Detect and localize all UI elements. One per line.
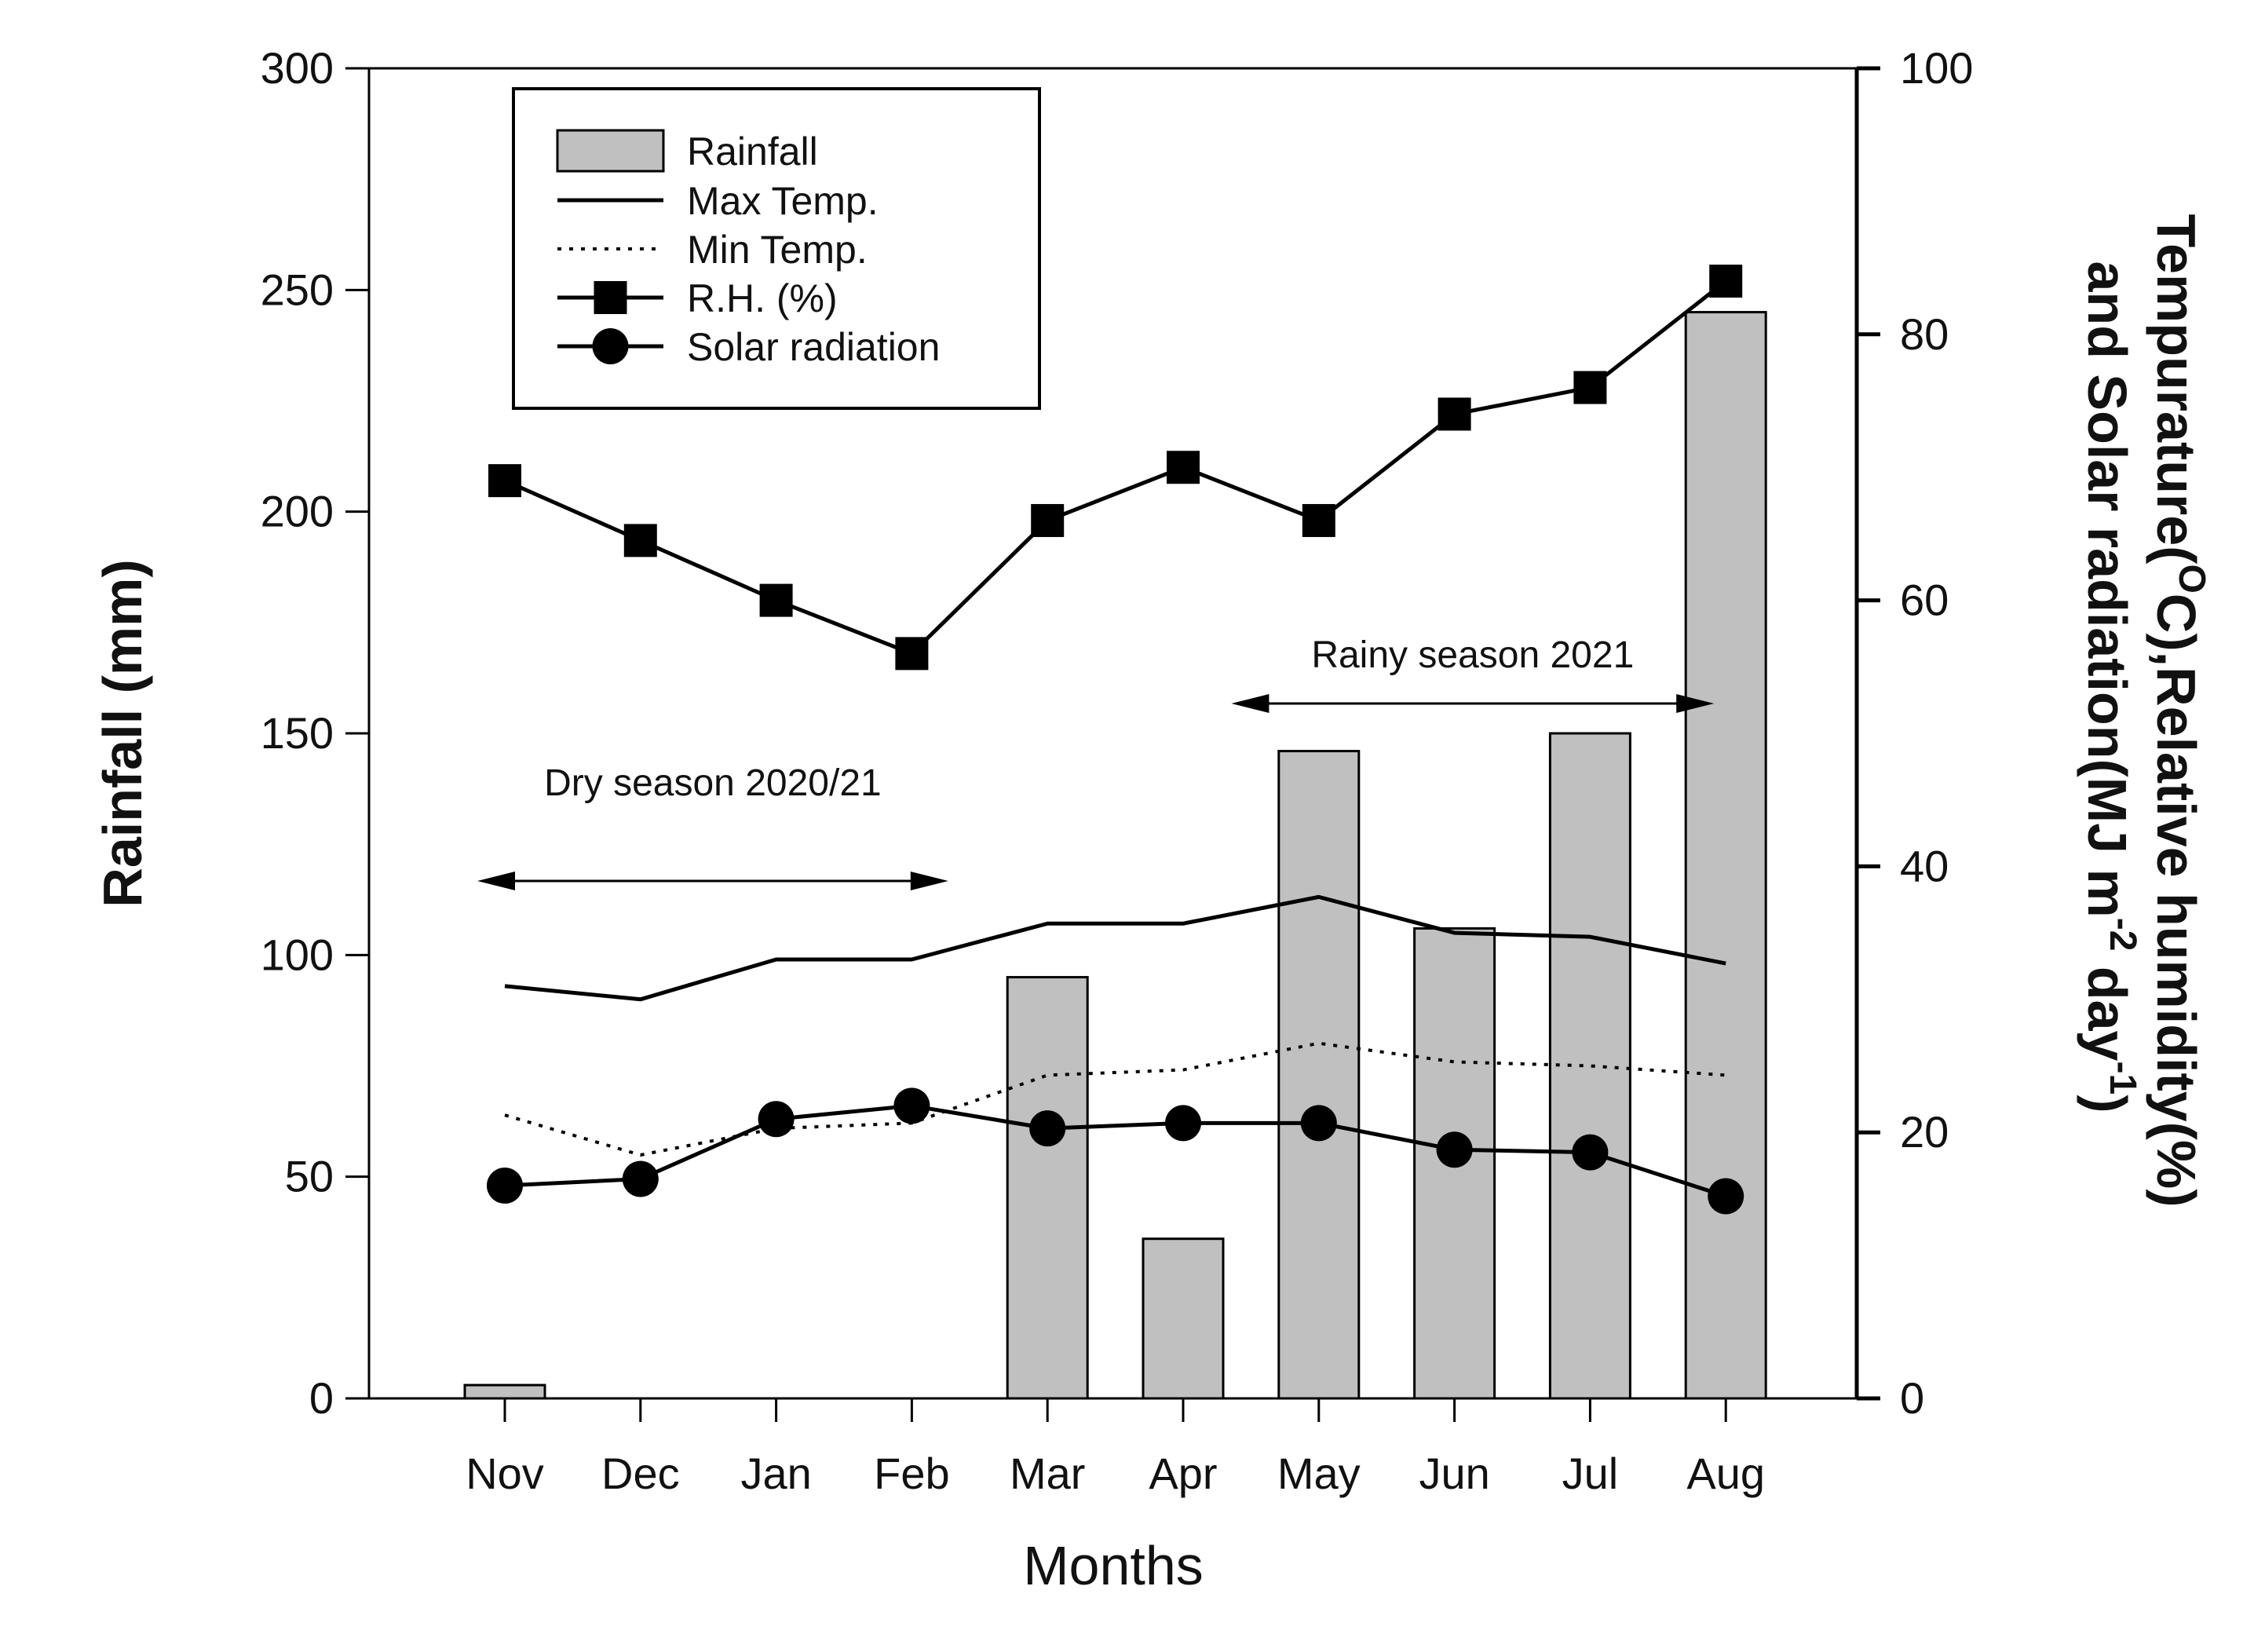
r-h-marker-apr: [1167, 451, 1200, 484]
x-tick-label-nov: Nov: [466, 1449, 544, 1498]
max-temp-line: [504, 894, 1726, 1002]
season-0-label: Dry season 2020/21: [544, 762, 882, 804]
solar-radiation-marker-jun: [1436, 1131, 1473, 1168]
legend-marker-solar-radiation: [592, 328, 629, 364]
r-h-marker-jan: [759, 583, 793, 617]
solar-radiation-marker-nov: [487, 1167, 523, 1204]
legend-marker-r-h: [594, 281, 627, 314]
r-h-marker-aug: [1709, 265, 1743, 298]
season-1-label: Rainy season 2021: [1311, 634, 1634, 676]
rainfall-bar-apr: [1142, 1237, 1225, 1400]
r-h-marker-jun: [1438, 397, 1471, 431]
y2-axis-title-line1: Tempurature(OC),Relative humidity(%): [2146, 214, 2212, 1207]
legend-label-max-temp: Max Temp.: [687, 179, 879, 223]
axes: 0 50 100 150 200 250 300 0 20 40 60 80 100 Nov Dec Jan F…: [261, 43, 1974, 1498]
solar-radiation-marker-mar: [1029, 1110, 1066, 1147]
legend-label-r-h: R.H. (%): [687, 276, 838, 320]
r-h-marker-mar: [1031, 503, 1065, 537]
x-tick-label-jan: Jan: [740, 1449, 811, 1498]
legend-label-min-temp: Min Temp.: [687, 228, 868, 272]
rainfall-bar-jul: [1548, 732, 1631, 1400]
min-temp-line: [504, 1041, 1726, 1157]
left-tick-label-300: 300: [261, 43, 334, 93]
season-0-arrow-head-right: [910, 872, 948, 890]
left-tick-label-0: 0: [309, 1373, 334, 1423]
legend-label-rainfall: Rainfall: [687, 130, 818, 174]
x-tick-label-may: May: [1277, 1449, 1361, 1498]
solar-radiation-marker-may: [1300, 1105, 1337, 1142]
left-tick-label-100: 100: [261, 930, 334, 979]
season-annotations: Dry season 2020/21 Rainy season 2021: [477, 634, 1715, 890]
x-tick-label-aug: Aug: [1686, 1449, 1765, 1498]
season-1-arrow-head-left: [1231, 694, 1269, 713]
r-h-marker-nov: [488, 464, 521, 498]
season-0-arrow-head-left: [477, 872, 515, 890]
r-h-marker-feb: [895, 637, 929, 671]
x-tick-label-mar: Mar: [1010, 1449, 1085, 1498]
y-axis-title: Rainfall (mm): [92, 559, 153, 907]
right-tick-label-0: 0: [1900, 1373, 1924, 1423]
axis-titles: Months Rainfall (mm) Tempurature(OC),Relat…: [92, 214, 2212, 1596]
solar-radiation-marker-aug: [1708, 1178, 1744, 1215]
right-tick-label-20: 20: [1900, 1107, 1949, 1157]
r-h-marker-dec: [623, 524, 657, 557]
x-tick-label-jun: Jun: [1419, 1449, 1489, 1498]
left-tick-label-200: 200: [261, 487, 334, 536]
left-tick-label-250: 250: [261, 265, 334, 314]
right-tick-label-80: 80: [1900, 309, 1949, 359]
r-h-marker-may: [1302, 503, 1335, 537]
solar-radiation-line: [504, 1103, 1726, 1198]
x-tick-label-jul: Jul: [1562, 1449, 1619, 1498]
season-1-arrow-head-right: [1676, 694, 1715, 713]
solar-radiation-marker-jul: [1572, 1134, 1609, 1171]
legend: Rainfall Max Temp. Min Temp.R.H. (%) Solar …: [512, 87, 1041, 410]
legend-swatch-rainfall: [556, 129, 665, 173]
left-tick-label-150: 150: [261, 708, 334, 758]
rainfall-bar-may: [1277, 750, 1361, 1400]
legend-label-solar-radiation: Solar radiation: [687, 325, 940, 369]
solar-radiation-marker-dec: [622, 1160, 659, 1197]
solar-radiation-marker-apr: [1165, 1105, 1201, 1142]
series-lines: [487, 265, 1744, 1215]
x-tick-label-apr: Apr: [1149, 1449, 1217, 1498]
rainfall-bars: [463, 311, 1767, 1400]
rainfall-bar-mar: [1006, 976, 1089, 1400]
x-tick-label-dec: Dec: [601, 1449, 680, 1498]
solar-radiation-marker-feb: [893, 1087, 930, 1124]
x-tick-label-feb: Feb: [874, 1449, 950, 1498]
right-tick-label-60: 60: [1900, 576, 1949, 625]
y2-axis-title-line2: and Solar radiation(MJ m-2 day-1): [2077, 261, 2143, 1113]
right-tick-label-40: 40: [1900, 841, 1949, 890]
right-tick-label-100: 100: [1900, 43, 1973, 93]
left-tick-label-50: 50: [285, 1152, 334, 1201]
rainfall-bar-nov: [463, 1383, 546, 1400]
solar-radiation-marker-jan: [758, 1101, 795, 1138]
r-h-line: [503, 280, 1727, 656]
x-axis-title: Months: [1023, 1535, 1204, 1596]
r-h-marker-jul: [1573, 371, 1607, 404]
rainfall-bar-aug: [1684, 311, 1767, 1400]
